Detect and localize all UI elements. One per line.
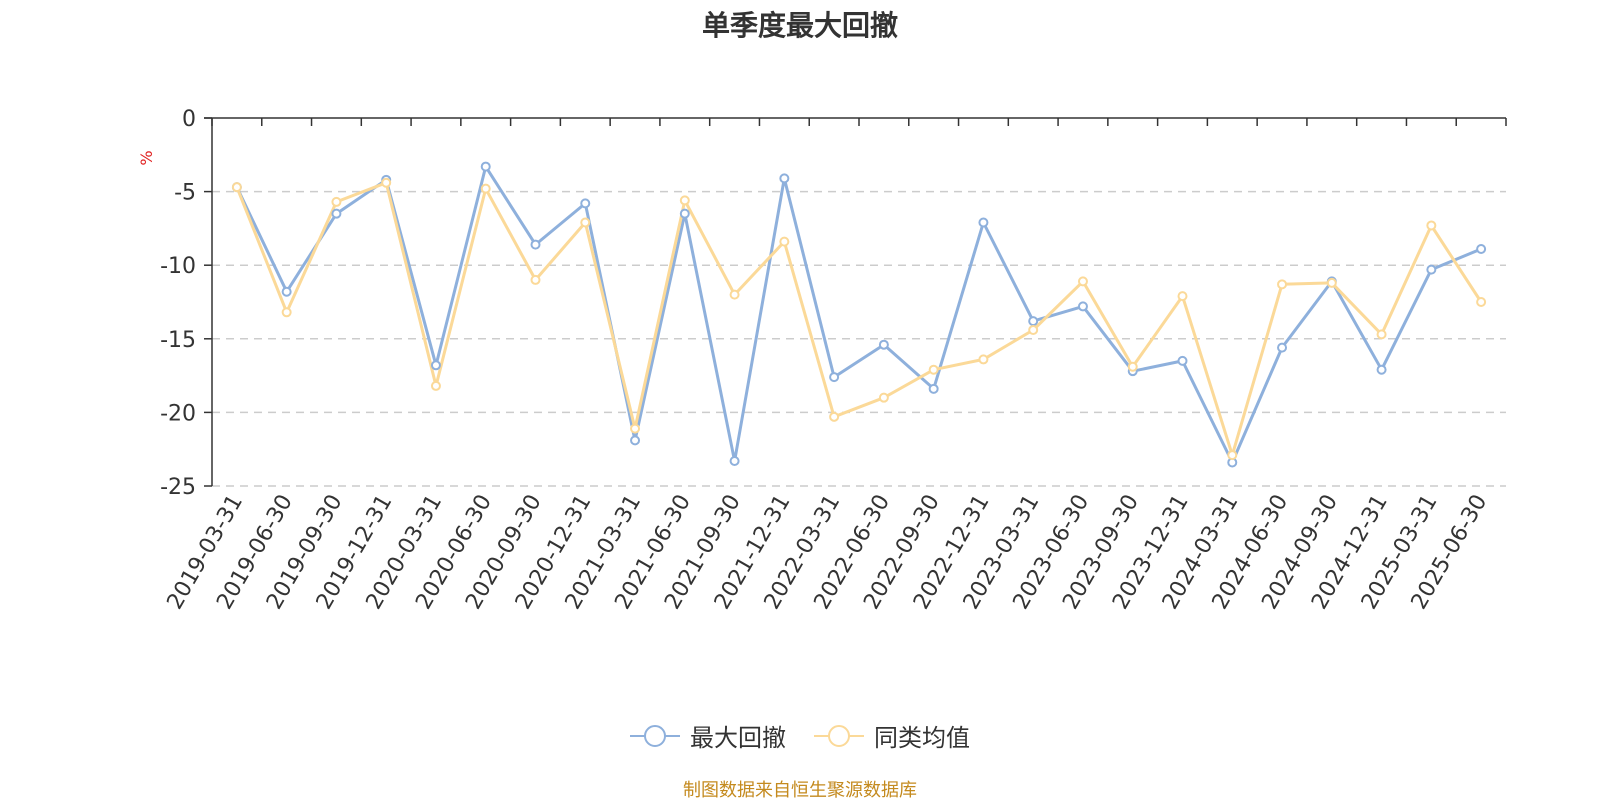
data-point-0 (779, 173, 790, 184)
data-point-1 (729, 289, 740, 300)
data-point-1 (331, 196, 342, 207)
legend: 最大回撤 同类均值 (0, 718, 1600, 753)
data-point-1 (1077, 276, 1088, 287)
data-point-0 (580, 198, 591, 209)
data-point-0 (729, 455, 740, 466)
data-point-1 (381, 177, 392, 188)
data-point-0 (630, 435, 641, 446)
data-point-1 (1277, 279, 1288, 290)
source-note: 制图数据来自恒生聚源数据库 (683, 780, 917, 801)
y-axis-label: % (137, 150, 156, 165)
data-point-0 (679, 208, 690, 219)
data-point-0 (978, 217, 989, 228)
y-tick-label: -20 (160, 401, 196, 426)
data-point-0 (928, 383, 939, 394)
data-point-1 (1177, 291, 1188, 302)
data-point-1 (679, 195, 690, 206)
chart-title: 单季度最大回撤 (701, 9, 898, 42)
data-point-0 (331, 208, 342, 219)
legend-marker-icon (814, 724, 864, 747)
data-point-0 (1177, 355, 1188, 366)
data-point-0 (530, 239, 541, 250)
data-point-1 (1426, 220, 1437, 231)
legend-item-0[interactable]: 最大回撤 (630, 718, 786, 753)
data-point-1 (630, 423, 641, 434)
data-point-0 (1476, 244, 1487, 255)
data-point-1 (779, 236, 790, 247)
data-point-1 (430, 380, 441, 391)
legend-label: 最大回撤 (690, 724, 786, 752)
data-point-0 (1277, 342, 1288, 353)
y-tick-label: 0 (182, 107, 196, 132)
legend-marker-icon (630, 724, 680, 747)
data-point-1 (1476, 297, 1487, 307)
legend-label: 同类均值 (874, 724, 970, 752)
data-point-1 (480, 183, 491, 194)
y-tick-label: -5 (174, 181, 196, 206)
data-point-1 (281, 307, 292, 318)
data-point-1 (231, 182, 242, 193)
series-line-0 (235, 165, 1482, 464)
data-point-0 (1077, 301, 1088, 312)
data-point-1 (829, 411, 840, 422)
data-point-1 (580, 217, 591, 228)
data-point-0 (1028, 316, 1039, 327)
data-point-1 (530, 274, 541, 285)
data-point-0 (1426, 264, 1437, 275)
data-point-1 (1326, 277, 1337, 288)
data-point-0 (281, 286, 292, 297)
data-point-0 (829, 372, 840, 383)
y-tick-label: -15 (160, 328, 196, 353)
data-point-1 (928, 364, 939, 375)
data-point-1 (1028, 324, 1039, 335)
data-point-0 (480, 161, 491, 172)
legend-item-1[interactable]: 同类均值 (814, 718, 970, 753)
data-point-1 (1376, 329, 1387, 340)
data-point-1 (1127, 361, 1138, 372)
data-point-0 (1376, 364, 1387, 375)
data-point-0 (430, 360, 441, 371)
series-line-1 (235, 181, 1483, 457)
data-point-1 (978, 354, 989, 365)
y-tick-label: -10 (160, 254, 196, 279)
data-point-1 (1227, 450, 1238, 461)
data-point-0 (878, 339, 889, 350)
y-tick-label: -25 (160, 475, 196, 500)
data-point-1 (878, 392, 889, 403)
